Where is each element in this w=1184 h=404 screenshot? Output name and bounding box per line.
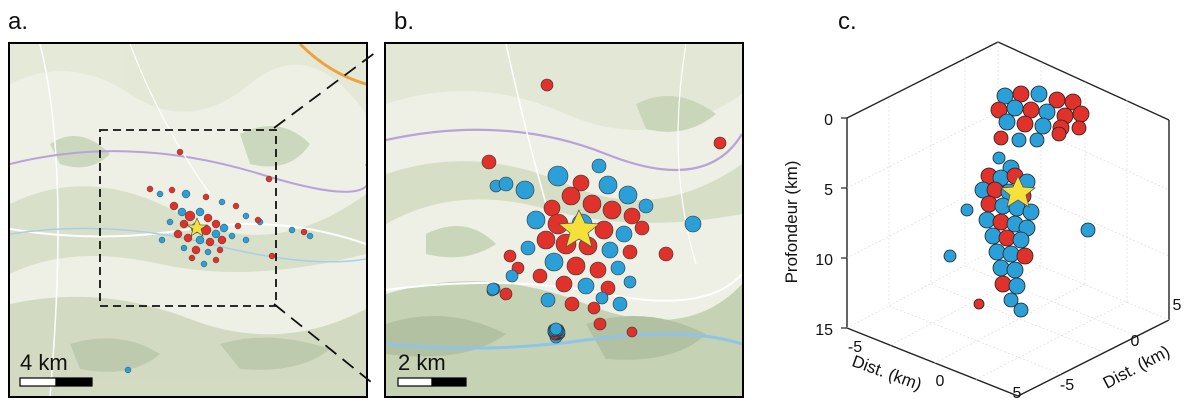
mainshock-star-b xyxy=(557,209,601,248)
map-b-events xyxy=(481,78,727,344)
y-tick-neg5: -5 xyxy=(1060,377,1074,394)
map-b-svg xyxy=(386,44,742,396)
panel-label-c: c. xyxy=(838,8,857,35)
z-tick-0: 0 xyxy=(824,112,833,129)
z-tick-10: 10 xyxy=(815,252,833,269)
mainshock-star-c xyxy=(999,175,1037,208)
scalebar-a-label: 4 km xyxy=(20,350,68,375)
map-b-terrain xyxy=(386,44,742,396)
y-tick-5: 5 xyxy=(1173,297,1182,314)
scalebar-b-label: 2 km xyxy=(398,350,446,375)
depth-3d-plot[interactable]: 0 5 10 15 Profondeur (km) -5 0 5 Dist. (… xyxy=(775,0,1184,404)
scalebar-b xyxy=(397,377,467,387)
x-tick-5: 5 xyxy=(1013,385,1022,402)
x-tick-0: 0 xyxy=(936,373,945,390)
x-tick-neg5: -5 xyxy=(848,339,862,356)
z-axis-label: Profondeur (km) xyxy=(782,161,801,284)
plot3d-grid xyxy=(846,42,1170,381)
map-b-roads xyxy=(386,44,742,350)
z-axis-ticks xyxy=(841,117,847,329)
y-tick-0: 0 xyxy=(1131,333,1140,350)
x-axis-label: Dist. (km) xyxy=(849,351,924,394)
map-a-terrain xyxy=(10,44,366,396)
map-panel-b[interactable] xyxy=(384,42,744,398)
scalebar-a xyxy=(19,377,93,387)
z-tick-5: 5 xyxy=(824,182,833,199)
panel-label-b: b. xyxy=(394,8,415,35)
map-a-svg xyxy=(10,44,366,396)
zoom-box xyxy=(99,129,277,307)
map-panel-a[interactable] xyxy=(8,42,368,398)
panel-label-a: a. xyxy=(8,8,29,35)
z-tick-15: 15 xyxy=(815,322,833,339)
mainshock-star-a xyxy=(186,217,208,237)
